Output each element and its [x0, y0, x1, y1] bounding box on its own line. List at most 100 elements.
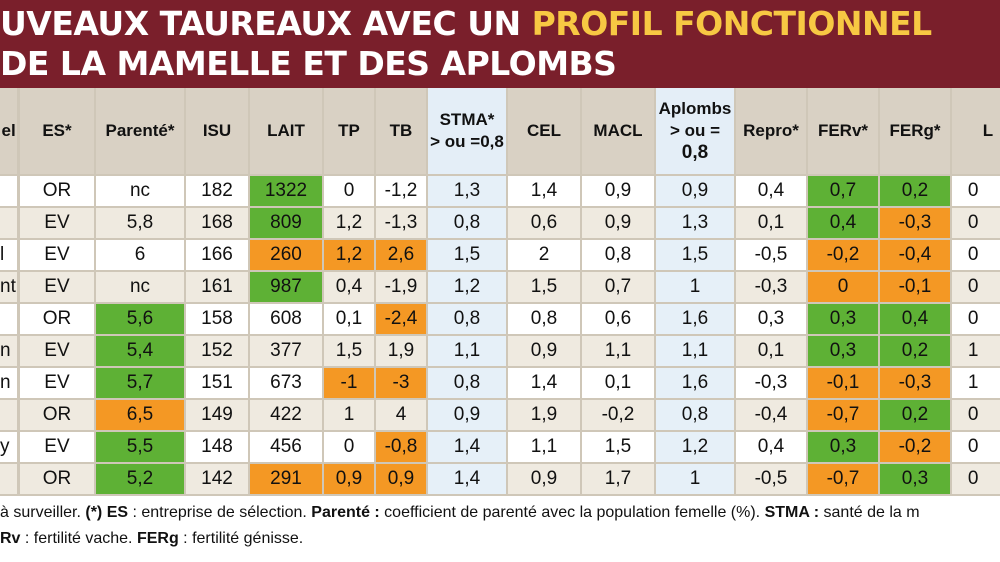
- column-header-text: > ou =: [669, 121, 721, 141]
- column-header-text: STMA*: [439, 110, 495, 130]
- table-cell-ferg: 0,2: [879, 400, 951, 431]
- footnote-segment: coefficient de parenté avec la populatio…: [379, 504, 765, 521]
- table-cell-tb: 4: [375, 400, 427, 431]
- table-cell-c0: [0, 304, 18, 335]
- table-cell-parente: 6,5: [95, 400, 185, 431]
- table-cell-tb: 0,9: [375, 464, 427, 495]
- table-cell-cel: 1,1: [507, 432, 581, 463]
- footnote-line-2: Rv : fertilité vache. FERg : fertilité g…: [0, 528, 303, 550]
- table-cell-stma: 1,5: [427, 240, 507, 271]
- table-cell-tp: 0: [323, 176, 375, 207]
- table-cell-c0: l: [0, 240, 18, 271]
- table-cell-repro: 0,3: [735, 304, 807, 335]
- column-header-cel: CEL: [507, 88, 581, 175]
- table-cell-lait: 422: [249, 400, 323, 431]
- column-header-ferg: FERg*: [879, 88, 951, 175]
- table-cell-last: 0: [951, 464, 1000, 495]
- table-cell-aplombs: 1,6: [655, 368, 735, 399]
- table-cell-ferv: 0,3: [807, 432, 879, 463]
- table-cell-parente: 5,2: [95, 464, 185, 495]
- table-cell-c0: nt: [0, 272, 18, 303]
- table-cell-parente: nc: [95, 272, 185, 303]
- table-cell-ferg: -0,2: [879, 432, 951, 463]
- table-cell-isu: 168: [185, 208, 249, 239]
- table-cell-isu: 148: [185, 432, 249, 463]
- footnote-segment: : entreprise de sélection.: [128, 504, 312, 521]
- table-cell-stma: 1,3: [427, 176, 507, 207]
- table-cell-ferg: 0,2: [879, 176, 951, 207]
- column-header-text: el: [1, 121, 16, 141]
- table-cell-cel: 2: [507, 240, 581, 271]
- table-cell-ferg: 0,3: [879, 464, 951, 495]
- column-header-text: CEL: [526, 121, 561, 141]
- column-header-c0: el: [0, 88, 18, 175]
- title-banner: UVEAUX TAUREAUX AVEC UN PROFIL FONCTIONN…: [0, 0, 1000, 88]
- column-header-text: TB: [389, 121, 413, 141]
- table-cell-c0: y: [0, 432, 18, 463]
- table-cell-ferv: -0,1: [807, 368, 879, 399]
- table-cell-tp: 0,1: [323, 304, 375, 335]
- table-cell-parente: 5,6: [95, 304, 185, 335]
- table-cell-lait: 377: [249, 336, 323, 367]
- table-cell-cel: 0,9: [507, 336, 581, 367]
- table-cell-last: 0: [951, 432, 1000, 463]
- column-header-text: > ou =0,8: [430, 132, 504, 152]
- table-cell-stma: 0,8: [427, 208, 507, 239]
- table-cell-lait: 673: [249, 368, 323, 399]
- table-cell-isu: 152: [185, 336, 249, 367]
- table-cell-parente: 5,8: [95, 208, 185, 239]
- table-cell-es: OR: [19, 400, 95, 431]
- column-header-isu: ISU: [185, 88, 249, 175]
- table-cell-c0: [0, 208, 18, 239]
- table-cell-cel: 1,4: [507, 176, 581, 207]
- table-cell-parente: 5,7: [95, 368, 185, 399]
- table-cell-parente: 5,4: [95, 336, 185, 367]
- footnote-segment: (*) ES: [85, 504, 129, 521]
- table-cell-lait: 987: [249, 272, 323, 303]
- footnote-segment: FERg: [136, 530, 179, 547]
- bulls-table: el ES* Parenté* ISU LAIT TP TB STMA* > ou =0,8 CE…: [0, 88, 1000, 496]
- table-cell-tb: -1,2: [375, 176, 427, 207]
- table-cell-last: 0: [951, 272, 1000, 303]
- table-cell-last: 0: [951, 240, 1000, 271]
- footnote-segment: santé de la m: [819, 504, 920, 521]
- table-cell-tb: -3: [375, 368, 427, 399]
- table-cell-ferg: -0,3: [879, 368, 951, 399]
- column-header-last: L: [951, 88, 1000, 175]
- table-cell-macl: 0,9: [581, 208, 655, 239]
- table-cell-stma: 1,4: [427, 432, 507, 463]
- table-cell-tp: 1,2: [323, 208, 375, 239]
- table-cell-macl: 0,7: [581, 272, 655, 303]
- table-cell-isu: 166: [185, 240, 249, 271]
- column-header-text: FERv*: [817, 121, 869, 141]
- table-cell-tb: 2,6: [375, 240, 427, 271]
- table-cell-repro: -0,3: [735, 368, 807, 399]
- table-cell-c0: [0, 176, 18, 207]
- table-cell-aplombs: 1: [655, 272, 735, 303]
- table-cell-lait: 809: [249, 208, 323, 239]
- table-cell-tp: 1,5: [323, 336, 375, 367]
- table-cell-aplombs: 1,2: [655, 432, 735, 463]
- column-header-text: ES*: [42, 121, 72, 141]
- table-cell-ferg: -0,3: [879, 208, 951, 239]
- table-cell-macl: 0,6: [581, 304, 655, 335]
- table-cell-c0: [0, 400, 18, 431]
- table-cell-stma: 1,4: [427, 464, 507, 495]
- table-cell-tb: 1,9: [375, 336, 427, 367]
- table-cell-isu: 149: [185, 400, 249, 431]
- table-cell-repro: -0,4: [735, 400, 807, 431]
- table-cell-ferv: 0,3: [807, 304, 879, 335]
- table-cell-ferv: -0,7: [807, 400, 879, 431]
- table-cell-lait: 1322: [249, 176, 323, 207]
- table-cell-isu: 161: [185, 272, 249, 303]
- title-line-2: DE LA MAMELLE ET DES APLOMBS: [0, 44, 617, 83]
- table-cell-cel: 0,6: [507, 208, 581, 239]
- table-cell-es: OR: [19, 304, 95, 335]
- column-header-text: TP: [338, 121, 360, 141]
- table-cell-es: EV: [19, 208, 95, 239]
- table-cell-repro: -0,5: [735, 240, 807, 271]
- table-cell-last: 1: [951, 368, 1000, 399]
- table-cell-macl: 0,1: [581, 368, 655, 399]
- table-cell-cel: 0,9: [507, 464, 581, 495]
- table-cell-tb: -2,4: [375, 304, 427, 335]
